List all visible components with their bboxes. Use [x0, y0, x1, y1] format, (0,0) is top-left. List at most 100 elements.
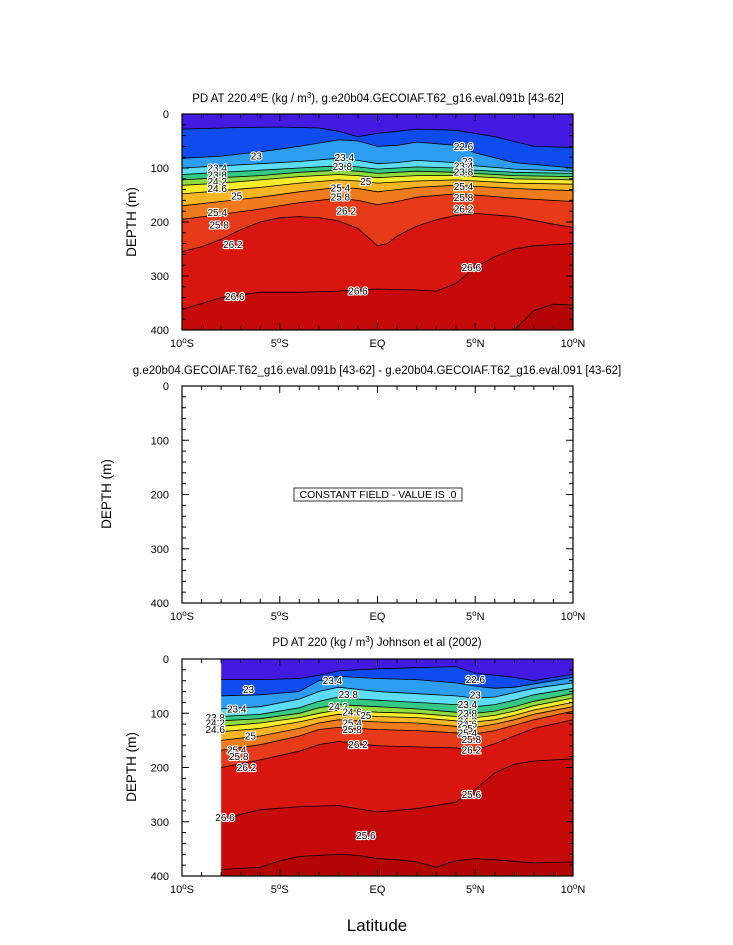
constant-field-box [293, 487, 463, 502]
isopycnal-line [221, 706, 573, 741]
contour-label: 25.4 [454, 182, 474, 193]
contour-label: 25.4 [227, 746, 247, 757]
contour-label: 25.8 [454, 193, 474, 204]
x-tick-label: 10oS [170, 609, 194, 623]
contour-label: 23.4 [323, 676, 343, 687]
contour-label: 25.4 [207, 208, 227, 219]
isopycnal-line [182, 126, 573, 148]
contour-label: 24.6 [458, 720, 478, 731]
contour-label: 23 [470, 690, 482, 701]
contour-label: 23.8 [205, 713, 225, 724]
density-band [182, 158, 573, 175]
contour-label: 23.8 [338, 690, 358, 701]
density-band [182, 213, 573, 310]
isopycnal-line [221, 666, 573, 682]
density-band [221, 666, 573, 696]
density-band [182, 114, 573, 148]
contour-label: 25.4 [458, 728, 478, 739]
isopycnal-line [182, 174, 573, 186]
contour-label: 24.2 [329, 702, 349, 713]
x-tick-label: 5oS [271, 609, 289, 623]
contour-label: 23.4 [207, 164, 227, 175]
density-band [182, 243, 573, 330]
contour-label: 25 [231, 192, 243, 203]
x-tick-label: 5oS [271, 336, 289, 350]
contour-label: 25.6 [356, 831, 376, 842]
contour-label: 23 [462, 157, 474, 168]
y-tick-label: 300 [151, 271, 169, 283]
y-tick-label: 200 [151, 217, 169, 229]
density-band [221, 688, 573, 721]
contour-label: 23.8 [207, 171, 227, 182]
y-tick-label: 100 [151, 708, 169, 720]
density-band [182, 127, 573, 168]
y-tick-label: 200 [151, 763, 169, 775]
isopycnal-line [221, 693, 573, 722]
density-band [221, 706, 573, 751]
isopycnal-line [221, 675, 573, 697]
isopycnal-line [182, 193, 573, 220]
y-tick-label: 0 [163, 109, 169, 121]
isopycnal-line [221, 710, 573, 751]
contour-label: 23.4 [227, 704, 247, 715]
x-tick-label: 5oN [466, 609, 485, 623]
isopycnal-line [221, 719, 573, 768]
contour-label: 25.4 [331, 184, 351, 195]
contour-label: 25 [360, 711, 372, 722]
isopycnal-line [514, 303, 573, 330]
contour-label: 26.2 [223, 240, 243, 251]
x-tick-label: 10oN [561, 609, 586, 623]
isopycnal-line [182, 165, 573, 175]
density-band [182, 174, 573, 194]
contour-label: 24.6 [342, 708, 362, 719]
contour-label: 26.2 [462, 746, 482, 757]
x-tick-label: EQ [370, 611, 386, 623]
density-band [221, 711, 573, 768]
contour-label: 23.8 [458, 709, 478, 720]
contour-label: 26.2 [237, 763, 257, 774]
panel-model-density: PD AT 220.4oE (kg / m3), g.e20b04.GECOIA… [124, 91, 585, 350]
x-tick-label: 10oN [561, 336, 586, 350]
density-band [221, 702, 573, 741]
contour-label: 22.6 [454, 142, 474, 153]
y-tick-label: 300 [151, 817, 169, 829]
x-axis-title: Latitude [347, 916, 408, 935]
contour-label: 25.8 [209, 221, 229, 232]
x-tick-label: 5oS [271, 882, 289, 896]
x-tick-label: 10oN [561, 882, 586, 896]
contour-label: 25 [245, 732, 257, 743]
density-band [221, 854, 573, 876]
contour-label: 24.2 [205, 719, 225, 730]
contour-label: 24.6 [205, 725, 225, 736]
contour-label: 26.6 [225, 292, 245, 303]
y-tick-label: 100 [151, 435, 169, 447]
isopycnal-line [182, 179, 573, 195]
isopycnal-line [182, 157, 573, 172]
contour-label: 24.6 [207, 184, 227, 195]
contour-label: 23.8 [333, 162, 353, 173]
contour-label: 26.2 [454, 205, 474, 216]
panel-title: PD AT 220.4oE (kg / m3), g.e20b04.GECOIA… [192, 91, 564, 105]
y-tick-label: 0 [163, 654, 169, 666]
contour-label: 23.4 [454, 161, 474, 172]
density-band [221, 698, 573, 732]
contour-label: 26.6 [462, 263, 482, 274]
y-axis-label: DEPTH (m) [124, 732, 139, 802]
contour-label: 25 [462, 724, 474, 735]
y-tick-label: 100 [151, 163, 169, 175]
x-tick-label: EQ [370, 338, 386, 350]
x-tick-label: 10oS [170, 882, 194, 896]
isopycnal-line [220, 758, 573, 823]
density-band [221, 719, 573, 822]
density-band [221, 758, 573, 870]
contour-label: 25.6 [462, 790, 482, 801]
contour-label: 26.6 [215, 813, 235, 824]
constant-field-note: CONSTANT FIELD - VALUE IS .0 [300, 489, 457, 501]
y-axis-label: DEPTH (m) [124, 187, 139, 257]
y-tick-label: 200 [151, 490, 169, 502]
contour-label: 23.4 [335, 153, 355, 164]
contour-label: 26.6 [348, 287, 368, 298]
panel-title: g.e20b04.GECOIAF.T62_g16.eval.091b [43-6… [133, 365, 621, 377]
x-tick-label: 5oN [466, 336, 485, 350]
isopycnal-line [182, 243, 573, 310]
